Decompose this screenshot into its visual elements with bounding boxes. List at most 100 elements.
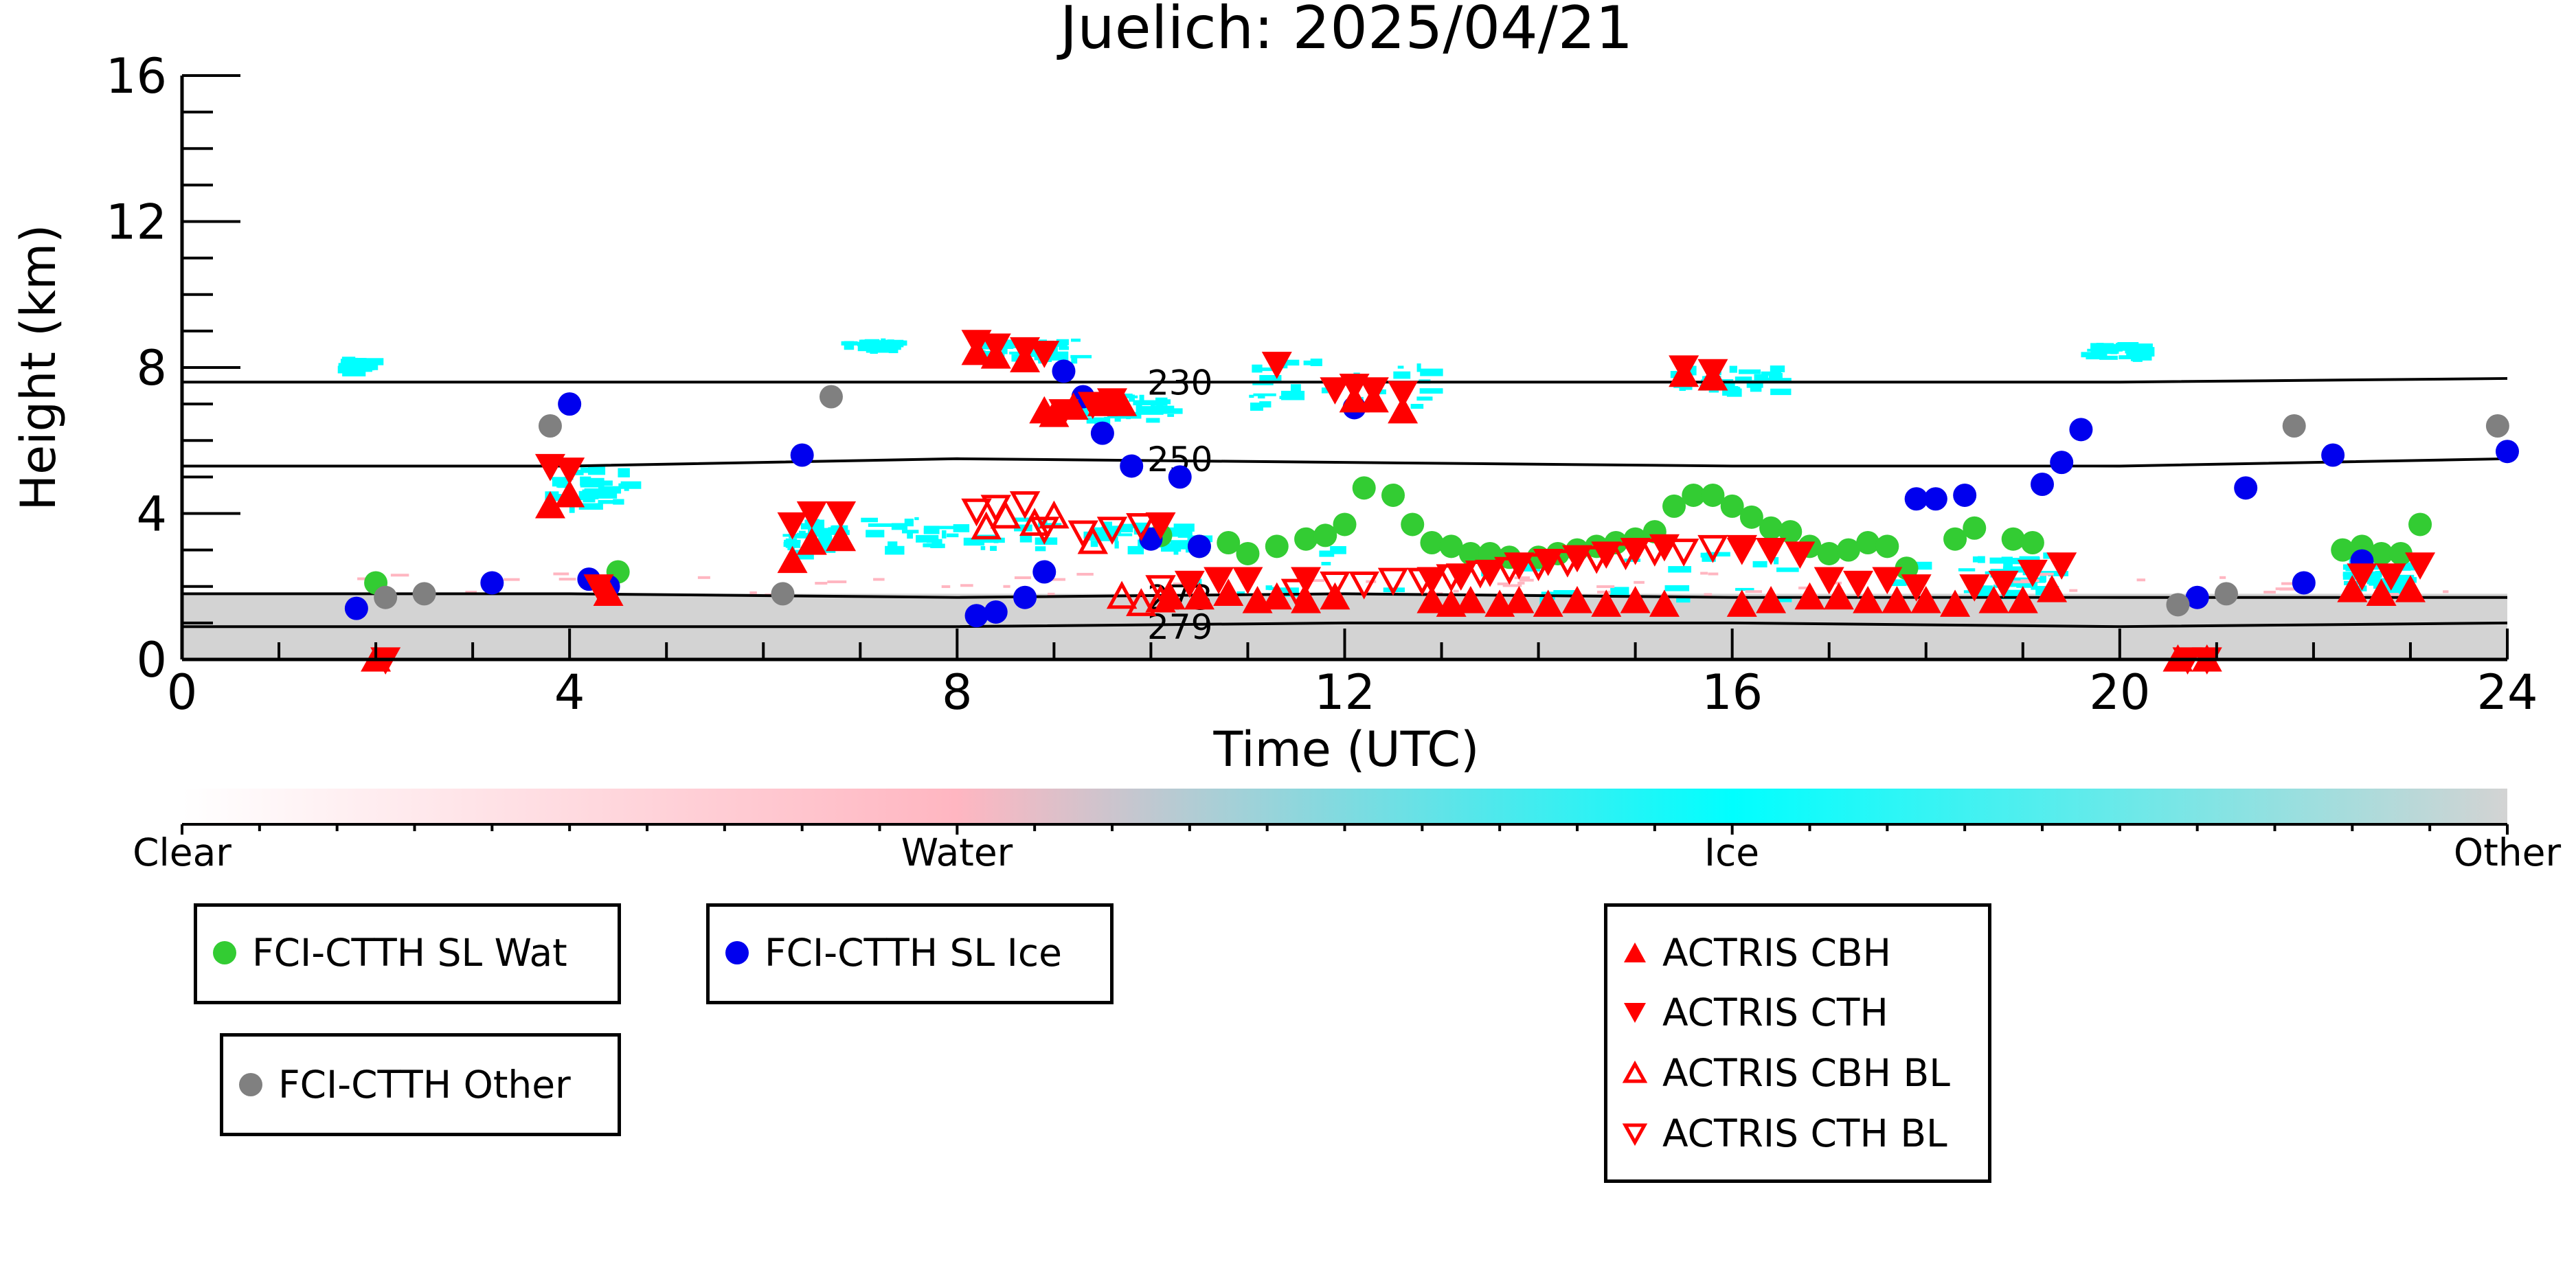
ice-mask-pixel — [604, 486, 613, 494]
ice-mask-pixel — [576, 497, 588, 501]
ice-mask-pixel — [584, 488, 607, 497]
y-tick-label: 8 — [136, 340, 167, 396]
water-mask-pixel — [1596, 585, 1615, 588]
data-point-triangle-up — [1562, 586, 1592, 613]
data-point-circle — [1836, 538, 1860, 562]
water-mask-pixel — [1003, 585, 1010, 588]
ice-mask-pixel — [1989, 557, 2011, 564]
ice-mask-pixel — [1310, 358, 1322, 366]
ice-mask-pixel — [874, 343, 881, 348]
data-point-triangle-down — [1959, 574, 1990, 602]
data-point-circle — [1759, 516, 1783, 540]
x-tick-label: 8 — [942, 664, 973, 721]
data-point-circle — [2282, 414, 2306, 438]
data-point-triangle-down-open — [1639, 539, 1671, 567]
data-point-circle — [344, 596, 368, 620]
data-point-triangle-down — [1174, 570, 1205, 598]
ice-mask-pixel — [1754, 374, 1769, 383]
data-point-circle — [480, 571, 504, 595]
data-point-triangle-down — [2375, 563, 2406, 591]
data-point-triangle-down-open — [961, 498, 992, 527]
data-point-circle — [1682, 483, 1706, 507]
water-mask-pixel — [553, 572, 569, 576]
ice-mask-pixel — [1958, 568, 1976, 572]
water-mask-pixel — [1597, 590, 1611, 594]
ice-mask-pixel — [613, 499, 624, 505]
legend-label-other: FCI-CTTH Other — [278, 1063, 571, 1107]
ice-mask-pixel — [1772, 596, 1792, 602]
ice-mask-pixel — [1259, 401, 1272, 408]
ice-mask-pixel — [2388, 585, 2407, 591]
ice-mask-pixel — [1293, 391, 1303, 400]
red-triangle-up-open-icon — [1622, 1060, 1648, 1083]
water-mask-pixel — [1014, 576, 1031, 580]
water-mask-pixel — [1514, 576, 1530, 580]
ice-mask-pixel — [1177, 534, 1190, 538]
water-mask-pixel — [827, 580, 847, 583]
data-point-triangle-down — [1988, 570, 2019, 598]
ice-mask-pixel — [1132, 522, 1150, 526]
ice-mask-pixel — [556, 494, 562, 501]
ice-mask-pixel — [859, 339, 865, 344]
ice-mask-pixel — [1090, 541, 1098, 547]
ice-mask-pixel — [1746, 381, 1763, 388]
ice-mask-pixel — [2119, 355, 2133, 359]
red-triangle-up-icon — [1624, 942, 1646, 962]
data-point-circle — [1420, 531, 1444, 554]
ice-mask-pixel — [1420, 368, 1443, 376]
data-point-triangle-down-open — [1726, 534, 1757, 563]
data-point-circle — [1720, 494, 1744, 518]
ice-mask-pixel — [552, 477, 569, 487]
ice-mask-pixel — [2003, 561, 2013, 568]
water-mask-pixel — [2036, 572, 2054, 576]
ice-mask-pixel — [916, 534, 939, 543]
water-mask-pixel — [1704, 593, 1713, 596]
data-point-triangle-down — [1048, 399, 1079, 427]
data-point-circle — [790, 443, 814, 467]
data-markers — [344, 330, 2519, 675]
ice-mask-pixel — [1978, 556, 1985, 563]
data-point-triangle-up — [1184, 582, 1214, 610]
ice-mask-pixel — [1104, 416, 1111, 427]
ice-mask-pixel — [1259, 375, 1282, 381]
ice-mask-pixel — [1721, 382, 1735, 387]
ice-mask-pixel — [2007, 558, 2024, 565]
ice-mask-pixel — [1107, 533, 1133, 536]
data-point-triangle-up — [1291, 586, 1322, 613]
data-point-triangle-up — [1388, 396, 1419, 424]
ice-mask-pixel — [1397, 365, 1404, 369]
data-point-circle — [1963, 516, 1987, 540]
x-tick-label: 16 — [1702, 664, 1763, 721]
ice-mask-pixel — [1985, 571, 1994, 574]
gray-circle-icon — [239, 1073, 262, 1096]
x-tick-label: 20 — [2089, 664, 2150, 721]
data-point-triangle-down — [1669, 355, 1699, 383]
x-tick-label: 0 — [167, 664, 198, 721]
data-point-circle — [2050, 451, 2074, 475]
ice-mask-pixel — [1035, 546, 1046, 552]
ice-mask-pixel — [1013, 517, 1033, 522]
data-point-triangle-down — [1416, 567, 1447, 595]
data-point-triangle-down-open — [1126, 512, 1157, 541]
data-point-triangle-down-open — [1067, 520, 1098, 549]
legend-wat: FCI-CTTH SL Wat — [194, 903, 621, 1004]
ice-mask-pixel — [1416, 396, 1433, 401]
data-point-triangle-down — [2347, 563, 2377, 591]
ice-mask-pixel — [879, 341, 901, 350]
legend-label-cbh-bl: ACTRIS CBH BL — [1662, 1051, 1950, 1095]
ice-mask-pixel — [620, 481, 642, 489]
data-point-circle — [1923, 487, 1947, 511]
ice-mask-pixel — [817, 545, 836, 553]
data-point-circle — [1856, 531, 1880, 554]
ice-mask-pixel — [796, 532, 813, 537]
data-point-circle — [2321, 443, 2345, 467]
ice-mask-pixel — [828, 527, 837, 535]
data-point-triangle-down-open — [1436, 564, 1467, 593]
ice-mask-pixel — [1161, 408, 1183, 414]
ice-mask-pixel — [1112, 526, 1133, 532]
data-point-triangle-down — [1320, 377, 1351, 405]
data-point-circle — [2069, 418, 2093, 442]
ice-mask-pixel — [1261, 368, 1279, 372]
isotherm-label: 279 — [1147, 607, 1212, 647]
ice-mask-pixel — [1770, 365, 1785, 372]
